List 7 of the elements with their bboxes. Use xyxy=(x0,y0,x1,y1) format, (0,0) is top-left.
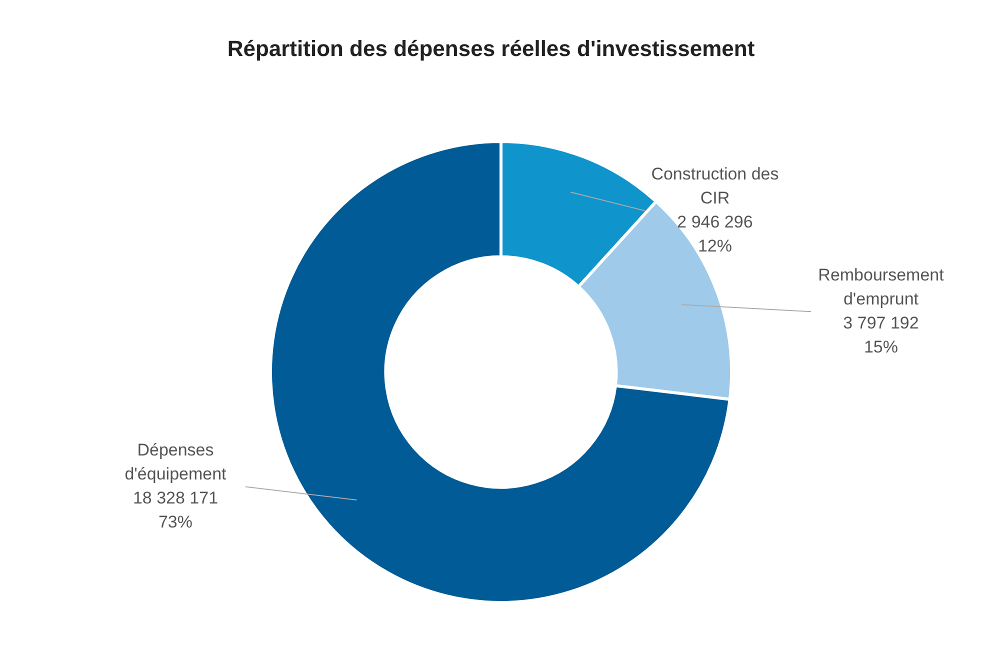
data-label: 2 946 296 12% xyxy=(677,212,753,256)
data-label: 18 328 171 73% xyxy=(132,488,218,532)
data-label: 3 797 192 15% xyxy=(843,313,919,356)
chart-title: Répartition des dépenses réelles d'investissement xyxy=(226,36,756,62)
slice-label: Construction des CIR xyxy=(651,164,779,208)
slice-label: Dépenses d'équipement xyxy=(124,440,227,484)
slice-label: Remboursement d'emprunt xyxy=(818,265,944,308)
